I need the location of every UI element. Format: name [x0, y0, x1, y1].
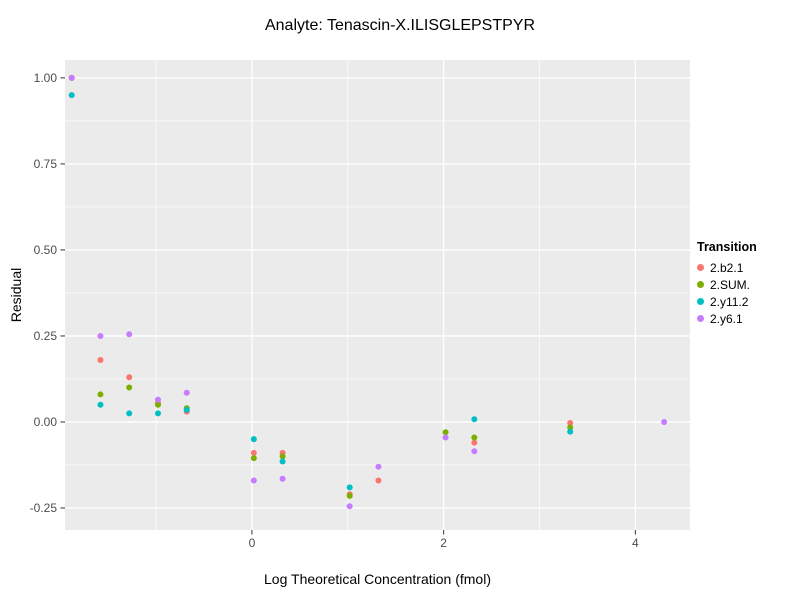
legend: Transition 2.b2.1 2.SUM. 2.y11.2 2.y6.1 [697, 240, 757, 328]
y-tick-label: 0.25 [34, 329, 58, 343]
legend-title: Transition [697, 240, 757, 254]
point-2.b2.1 [97, 357, 104, 364]
y-axis-label: Residual [8, 267, 24, 323]
legend-item-label: 2.y6.1 [710, 311, 743, 326]
point-2.b2.1 [126, 374, 133, 381]
chart-title: Analyte: Tenascin-X.ILISGLEPSTPYR [264, 17, 536, 34]
point-2.b2.1 [567, 419, 574, 426]
point-2.y11.2 [154, 410, 161, 417]
point-2.y11.2 [126, 410, 133, 417]
y-tick-label: 1.00 [34, 71, 58, 85]
legend-key-dot [697, 264, 704, 271]
point-2.y11.2 [567, 428, 574, 435]
point-2.y6.1 [279, 475, 286, 482]
point-2.SUM. [442, 429, 449, 436]
point-2.y6.1 [183, 389, 190, 396]
x-tick-label: 2 [440, 536, 447, 550]
point-2.SUM. [126, 384, 133, 391]
point-2.y11.2 [183, 406, 190, 413]
point-2.y6.1 [126, 331, 133, 338]
legend-key-dot [697, 298, 704, 305]
point-2.y11.2 [346, 484, 353, 491]
x-axis-label: Log Theoretical Concentration (fmol) [264, 571, 491, 587]
point-2.b2.1 [250, 449, 257, 456]
point-2.SUM. [250, 455, 257, 462]
legend-item-2.y11.2: 2.y11.2 [697, 294, 757, 309]
point-2.SUM. [471, 434, 478, 441]
point-2.SUM. [279, 453, 286, 460]
legend-key-dot [697, 315, 704, 322]
point-2.y6.1 [346, 503, 353, 510]
panel-background [65, 60, 690, 530]
legend-item-2.b2.1: 2.b2.1 [697, 260, 757, 275]
y-tick-label: 0.50 [34, 243, 58, 257]
legend-item-2.y6.1: 2.y6.1 [697, 311, 757, 326]
point-2.b2.1 [471, 439, 478, 446]
point-2.y11.2 [68, 92, 75, 99]
point-2.SUM. [97, 391, 104, 398]
point-2.y11.2 [471, 416, 478, 423]
legend-item-label: 2.y11.2 [710, 294, 749, 309]
y-tick-label: -0.25 [30, 501, 58, 515]
legend-item-2.SUM.: 2.SUM. [697, 277, 757, 292]
point-2.y6.1 [154, 396, 161, 403]
point-2.SUM. [567, 424, 574, 431]
x-tick-label: 4 [632, 536, 639, 550]
point-2.y6.1 [375, 463, 382, 470]
point-2.SUM. [154, 401, 161, 408]
legend-items: 2.b2.1 2.SUM. 2.y11.2 2.y6.1 [697, 260, 757, 326]
point-2.y6.1 [471, 448, 478, 455]
point-2.y6.1 [68, 74, 75, 81]
point-2.y11.2 [250, 436, 257, 443]
legend-key-dot [697, 281, 704, 288]
point-2.y11.2 [279, 458, 286, 465]
x-tick-label: 0 [249, 536, 256, 550]
point-2.y6.1 [250, 477, 257, 484]
point-2.y6.1 [661, 418, 668, 425]
legend-item-label: 2.SUM. [710, 277, 751, 292]
y-tick-label: 0.75 [34, 157, 58, 171]
point-2.y6.1 [442, 434, 449, 441]
point-2.b2.1 [375, 477, 382, 484]
point-2.y6.1 [97, 332, 104, 339]
legend-item-label: 2.b2.1 [710, 260, 744, 275]
point-2.SUM. [346, 492, 353, 499]
y-tick-label: 0.00 [34, 415, 58, 429]
point-2.y11.2 [97, 401, 104, 408]
